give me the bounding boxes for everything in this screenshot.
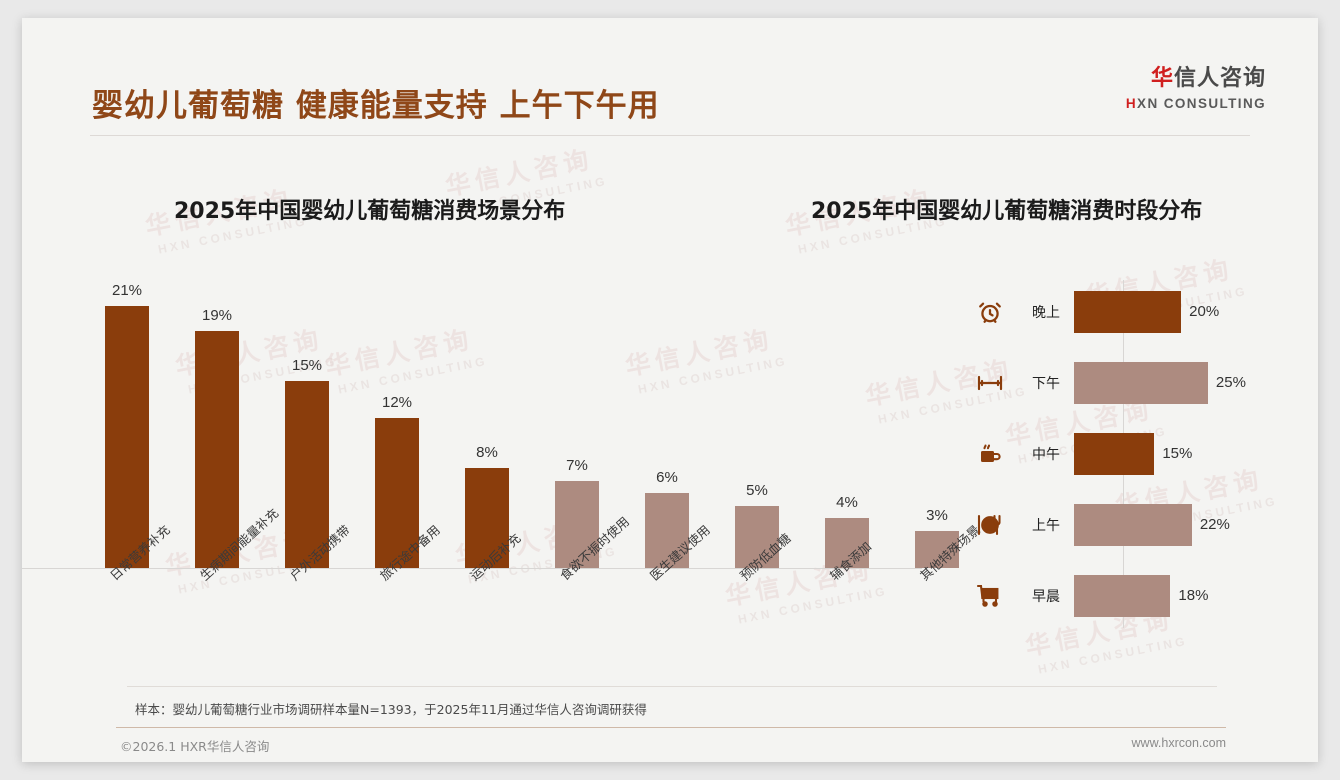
bar — [1074, 290, 1182, 333]
bar — [1074, 432, 1155, 475]
company-logo: 华信人咨询 HXN CONSULTING — [1126, 68, 1266, 111]
bar-value-label: 3% — [926, 506, 948, 524]
source-note: 样本：婴幼儿葡萄糖行业市场调研样本量N=1393，于2025年11月通过华信人咨… — [135, 702, 647, 717]
bar-column: 15% — [262, 268, 352, 568]
bar-track: 20% — [1074, 276, 1292, 347]
bar — [1074, 361, 1208, 404]
consumption-scenario-bar-chart: 21% 19% 15% 12% 8% 7% 6% 5% 4% 3% — [82, 268, 982, 568]
bar-column: 4% — [802, 268, 892, 568]
bar-track: 22% — [1074, 489, 1292, 560]
bar-track: 15% — [1074, 418, 1292, 489]
bar-value-label: 20% — [1189, 303, 1220, 320]
bar: 6% — [645, 469, 689, 568]
bar: 5% — [735, 482, 779, 568]
right-chart-title: 2025年中国婴幼儿葡萄糖消费时段分布 — [811, 199, 1203, 224]
header-divider — [90, 135, 1250, 136]
bar-value-label: 7% — [566, 456, 588, 474]
bar — [1074, 503, 1192, 546]
bar: 4% — [825, 494, 869, 568]
shopping-cart-icon — [962, 583, 1018, 609]
page-title: 婴幼儿葡萄糖 健康能量支持 上午下午用 — [92, 88, 660, 124]
consumption-timeslot-bar-chart: 晚上 20% 下午 25% 中午 15% 上午 22% 早晨 18% — [962, 276, 1292, 631]
plate-cutlery-icon — [962, 512, 1018, 538]
bar: 8% — [465, 444, 509, 568]
footer-divider — [116, 727, 1226, 728]
timeslot-row: 上午 22% — [962, 489, 1292, 560]
left-chart-category-labels: 日常营养补充 生病期间能量补充 户外活动携带 旅行途中备用 运动后补充 食欲不振时使用 医生… — [82, 505, 983, 650]
bar-value-label: 15% — [291, 356, 323, 374]
bar-column: 6% — [622, 268, 712, 568]
bar-value-label: 15% — [1162, 445, 1193, 462]
bar-value-label: 25% — [1215, 374, 1246, 391]
timeslot-label: 中午 — [1032, 446, 1060, 463]
bar-column: 12% — [352, 268, 442, 568]
bar-value-label: 6% — [656, 469, 678, 486]
watermark-en: HXN CONSULTING — [1036, 633, 1189, 677]
bar-column: 7% — [532, 268, 622, 568]
bar-value-label: 4% — [836, 494, 858, 511]
alarm-clock-icon — [962, 299, 1018, 325]
bar-value-label: 12% — [381, 394, 413, 411]
coffee-mug-icon — [962, 441, 1018, 467]
timeslot-row: 早晨 18% — [962, 560, 1292, 631]
copyright-text: ©2026.1 HXR华信人咨询 — [120, 739, 270, 754]
left-chart-title: 2025年中国婴幼儿葡萄糖消费场景分布 — [174, 199, 566, 224]
logo-en-red: H — [1125, 96, 1138, 111]
left-chart-axis — [22, 568, 922, 569]
bar-column: 5% — [712, 268, 802, 568]
vertical-bars-container: 21% 19% 15% 12% 8% 7% 6% 5% 4% 3% — [82, 268, 982, 568]
bar-value-label: 22% — [1199, 516, 1230, 533]
bar-track: 25% — [1074, 347, 1292, 418]
source-divider — [127, 686, 1217, 687]
slide-header: 婴幼儿葡萄糖 健康能量支持 上午下午用 华信人咨询 HXN CONSULTING — [22, 18, 1318, 136]
slide-canvas: 华信人咨询 HXN CONSULTING 华信人咨询 HXN CONSULTING 华信… — [22, 18, 1318, 762]
timeslot-row: 下午 25% — [962, 347, 1292, 418]
logo-chinese: 华信人咨询 — [1126, 68, 1266, 90]
bar: 12% — [375, 394, 419, 568]
bar — [1074, 574, 1171, 617]
timeslot-row: 晚上 20% — [962, 276, 1292, 347]
website-text: www.hxrcon.com — [1131, 736, 1226, 750]
timeslot-label: 下午 — [1032, 375, 1060, 392]
bar-value-label: 8% — [476, 444, 498, 461]
bar-column: 8% — [442, 268, 532, 568]
logo-cn-rest: 信人咨询 — [1173, 66, 1266, 91]
timeslot-label: 上午 — [1032, 517, 1060, 534]
bar-value-label: 5% — [746, 481, 768, 499]
logo-en-rest: XN CONSULTING — [1137, 96, 1266, 111]
bar: 3% — [915, 507, 959, 568]
bar: 21% — [105, 282, 149, 568]
timeslot-row: 中午 15% — [962, 418, 1292, 489]
bar-column: 19% — [172, 268, 262, 568]
timeslot-label: 早晨 — [1032, 588, 1060, 605]
logo-english: HXN CONSULTING — [1126, 97, 1266, 111]
timeslot-label: 晚上 — [1032, 304, 1060, 321]
bar-value-label: 21% — [111, 281, 143, 299]
bar: 19% — [195, 307, 239, 568]
bar-track: 18% — [1074, 560, 1292, 631]
bed-icon — [962, 372, 1018, 394]
bar: 7% — [555, 457, 599, 568]
bar-column: 3% — [892, 268, 982, 568]
bar-column: 21% — [82, 268, 172, 568]
bar: 15% — [285, 357, 329, 568]
bar-value-label: 18% — [1178, 587, 1209, 604]
logo-cn-red: 华 — [1150, 66, 1174, 91]
bar-value-label: 19% — [201, 306, 233, 324]
